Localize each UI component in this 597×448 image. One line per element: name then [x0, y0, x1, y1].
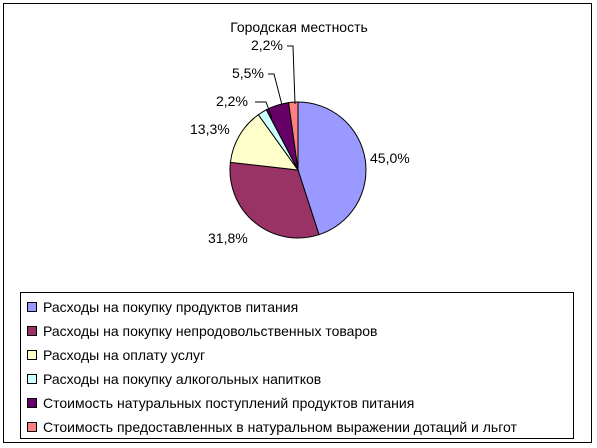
legend-swatch [27, 398, 37, 408]
leader-line [268, 73, 283, 106]
legend-swatch [27, 326, 37, 336]
legend-swatch [27, 422, 37, 432]
slice-value-label: 31,8% [208, 230, 248, 246]
legend-item: Расходы на оплату услуг [27, 347, 205, 363]
legend: Расходы на покупку продуктов питания Расх… [20, 292, 574, 439]
legend-item: Расходы на покупку продуктов питания [27, 299, 298, 315]
legend-label: Стоимость натуральных поступлений продук… [43, 395, 415, 411]
legend-item: Стоимость натуральных поступлений продук… [27, 395, 414, 411]
legend-item: Расходы на покупку алкогольных напитков [27, 371, 321, 387]
legend-item: Стоимость предоставленных в натуральном … [27, 419, 517, 435]
pie-data-labels: 45,0% 31,8% 13,3% 2,2% 5,5% 2,2% [190, 37, 410, 246]
pie-slice [229, 114, 300, 171]
legend-item: Расходы на покупку непродовольственных т… [27, 323, 377, 339]
legend-swatch [27, 350, 37, 360]
legend-swatch [27, 302, 37, 312]
legend-label: Расходы на оплату услуг [43, 347, 206, 363]
slice-value-label: 2,2% [216, 93, 248, 109]
legend-label: Расходы на покупку непродовольственных т… [43, 323, 378, 339]
slice-value-label: 45,0% [370, 150, 410, 166]
pie-slice [229, 161, 320, 239]
slice-value-label: 13,3% [190, 121, 230, 137]
pie-slices [229, 101, 367, 239]
legend-label: Стоимость предоставленных в натуральном … [43, 419, 517, 435]
legend-swatch [27, 374, 37, 384]
leader-line [255, 101, 273, 119]
legend-label: Расходы на покупку продуктов питания [43, 299, 299, 315]
legend-label: Расходы на покупку алкогольных напитков [43, 371, 322, 387]
slice-value-label: 5,5% [232, 65, 264, 81]
pie-slice [297, 101, 367, 236]
pie-slice [288, 101, 299, 171]
chart-title: Городская местность [230, 19, 368, 35]
leader-line [287, 45, 296, 105]
slice-value-label: 2,2% [251, 37, 283, 53]
